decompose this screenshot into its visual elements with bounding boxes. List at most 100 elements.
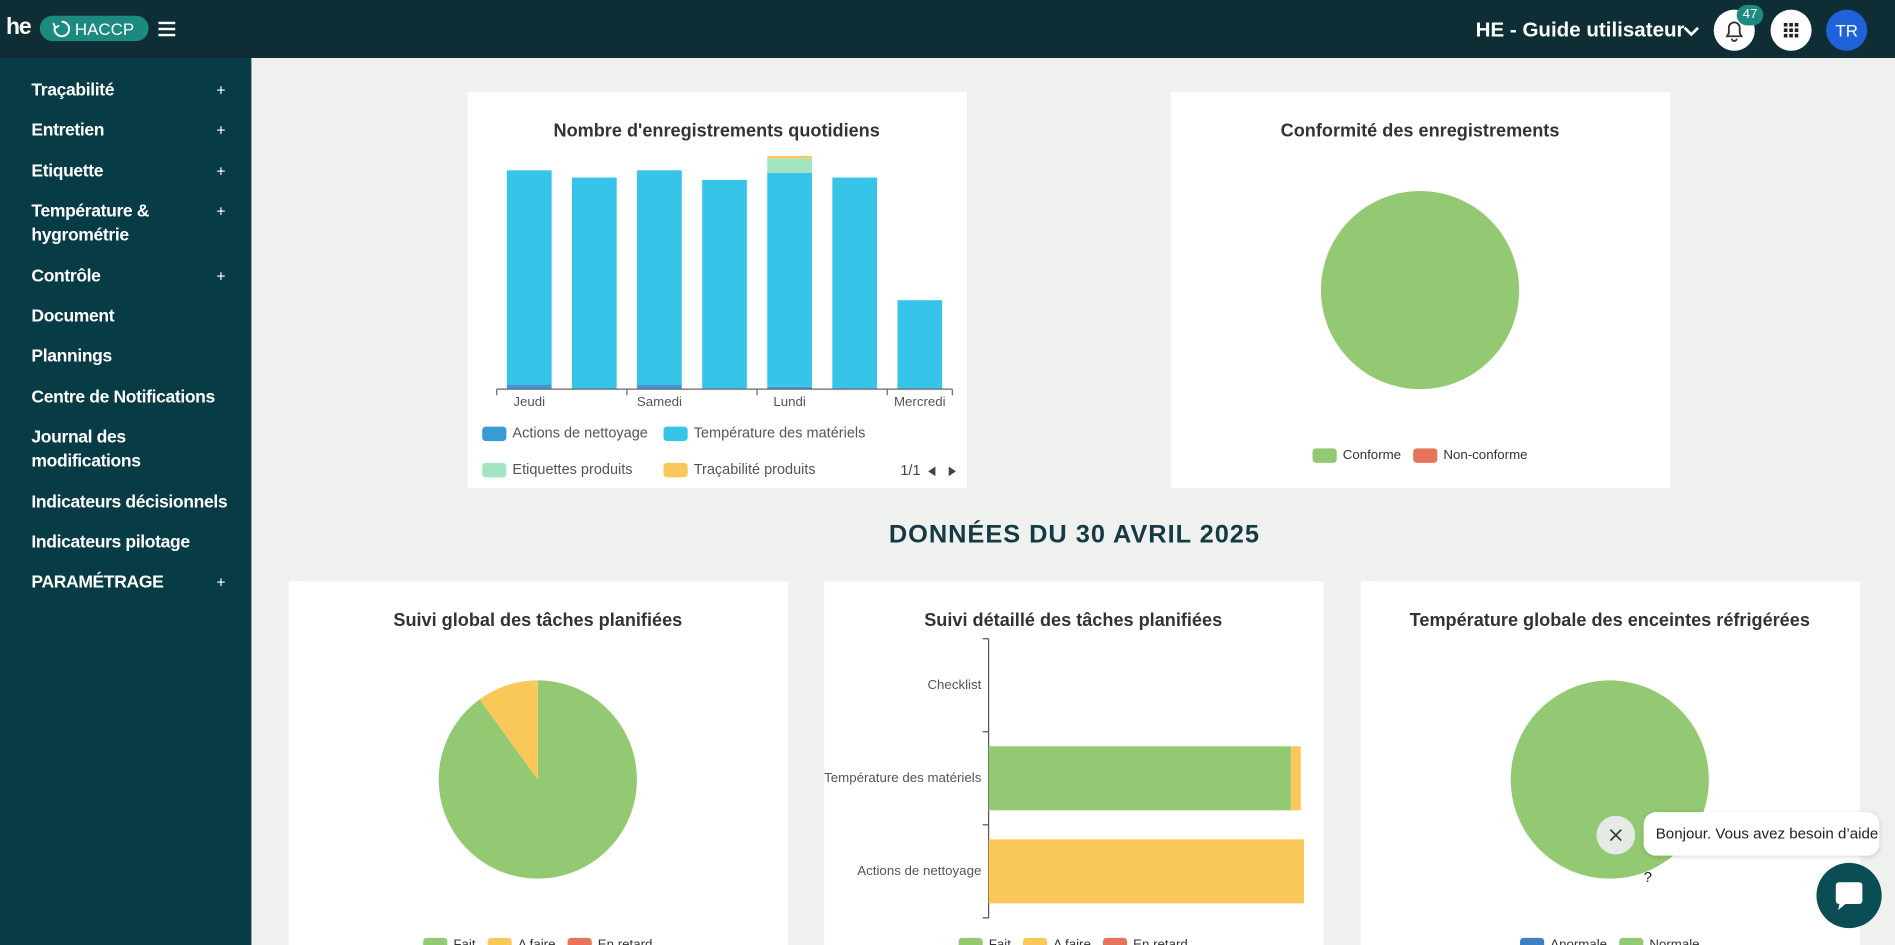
- chat-icon: [1835, 882, 1863, 911]
- pie-slice: [1320, 190, 1520, 390]
- menu-item[interactable]: Journal des modifications: [31, 426, 236, 474]
- legend-swatch: [1619, 937, 1644, 945]
- chart-card: Nombre d'enregistrements quotidiens Jeudi…: [467, 91, 967, 489]
- legend-swatch: [423, 937, 448, 945]
- bar-segment: [767, 172, 812, 387]
- bar-segment: [506, 384, 552, 390]
- legend-item[interactable]: Normale: [1619, 937, 1700, 945]
- legend-swatch: [958, 937, 983, 945]
- legend-swatch: [1312, 448, 1337, 463]
- legend-swatch: [567, 937, 592, 945]
- x-tick-label: Mercredi: [894, 394, 946, 409]
- legend-item[interactable]: Etiquettes produits: [482, 462, 633, 478]
- legend-prev[interactable]: [928, 466, 936, 477]
- legend: Conforme Non-conforme: [1312, 447, 1528, 463]
- app-name: HACCP: [74, 19, 135, 39]
- legend-label: Fait: [989, 937, 1011, 945]
- legend-swatch: [482, 426, 507, 442]
- menu-item[interactable]: PARAMÉTRAGE +: [31, 571, 236, 595]
- y-tick-label: Température des matériels: [824, 770, 981, 785]
- bar-segment: [767, 386, 812, 390]
- legend-page: 1/1: [900, 463, 920, 479]
- legend-next[interactable]: [948, 466, 956, 477]
- chat-button[interactable]: [1816, 862, 1882, 929]
- sidebar: Traçabilité + Entretien + Etiquette + Températ…: [0, 58, 252, 945]
- menu-item[interactable]: Indicateurs pilotage: [31, 530, 236, 554]
- apps-button[interactable]: [1770, 9, 1812, 51]
- chart: Suivi global des tâches planifiées Fait A …: [393, 610, 682, 945]
- bar-segment: [571, 177, 617, 390]
- legend: Anormale Normale: [1520, 937, 1700, 945]
- expand-toggle[interactable]: +: [216, 80, 226, 100]
- legend-item[interactable]: Non-conforme: [1413, 447, 1528, 463]
- legend-item[interactable]: Traçabilité produits: [663, 462, 816, 478]
- menu-label: Journal des modifications: [31, 427, 141, 472]
- chart-card: Température globale des enceintes réfrig…: [1360, 581, 1860, 945]
- menu-label: Indicateurs pilotage: [31, 532, 190, 553]
- chart: Conformité des enregistrements Conforme No…: [1281, 121, 1560, 463]
- menu-item[interactable]: Document: [31, 304, 236, 328]
- menu-item[interactable]: Traçabilité +: [31, 79, 236, 103]
- legend-label: A faire: [518, 937, 556, 945]
- chart-title: Suivi global des tâches planifiées: [393, 610, 682, 630]
- legend-item[interactable]: A faire: [487, 937, 556, 945]
- chart-title: Conformité des enregistrements: [1281, 121, 1560, 141]
- bar-segment: [832, 177, 878, 390]
- legend-item[interactable]: Anormale: [1520, 937, 1607, 945]
- menu-item[interactable]: Etiquette +: [31, 159, 236, 183]
- menu-label: Traçabilité: [31, 80, 115, 101]
- expand-toggle[interactable]: +: [216, 266, 226, 285]
- user-avatar[interactable]: TR: [1826, 9, 1868, 51]
- chart-card: Suivi global des tâches planifiées Fait A …: [288, 581, 788, 945]
- app-switch[interactable]: HACCP: [39, 15, 149, 42]
- legend-swatch: [1520, 937, 1545, 945]
- menu-label: Plannings: [31, 347, 112, 367]
- legend-label: Anormale: [1550, 937, 1607, 945]
- workspace-selector[interactable]: HE - Guide utilisateur: [1475, 18, 1685, 42]
- legend-item[interactable]: En retard: [1102, 937, 1188, 945]
- legend-item[interactable]: Actions de nettoyage: [482, 426, 648, 442]
- logo[interactable]: he: [6, 14, 32, 40]
- expand-toggle[interactable]: +: [216, 202, 226, 221]
- legend-item[interactable]: A faire: [1023, 937, 1091, 945]
- legend-label: A faire: [1053, 937, 1091, 945]
- chart-title: Nombre d'enregistrements quotidiens: [554, 121, 880, 141]
- legend-item[interactable]: Conforme: [1312, 447, 1402, 463]
- chart-card: Suivi détaillé des tâches planifiées Chec…: [824, 581, 1324, 945]
- legend: Fait A faire En retard: [958, 937, 1188, 945]
- expand-toggle[interactable]: +: [216, 121, 226, 140]
- y-tick-label: Checklist: [927, 677, 981, 692]
- menu-label: Etiquette: [31, 161, 104, 182]
- top-bar: he HACCP HE - Guide utilisateur 47 TR: [0, 0, 1895, 59]
- legend-item[interactable]: Température des matériels: [663, 426, 865, 442]
- section-title: DONNÉES DU 30 AVRIL 2025: [888, 520, 1260, 549]
- bar-segment: [897, 300, 943, 390]
- menu-toggle[interactable]: [158, 21, 176, 38]
- bar-segment: [767, 155, 812, 159]
- legend-label: Température des matériels: [694, 426, 866, 442]
- legend-swatch: [1102, 937, 1128, 945]
- chart: Nombre d'enregistrements quotidiens Jeudi…: [482, 121, 956, 479]
- menu-item[interactable]: Plannings: [31, 345, 236, 369]
- menu-label: Entretien: [31, 121, 105, 141]
- expand-toggle[interactable]: +: [216, 573, 226, 592]
- menu-item[interactable]: Contrôle +: [31, 264, 236, 288]
- legend-label: Actions de nettoyage: [512, 426, 647, 442]
- legend-swatch: [1023, 937, 1048, 945]
- menu-item[interactable]: Indicateurs décisionnels: [31, 490, 236, 514]
- legend-item[interactable]: En retard: [567, 937, 653, 945]
- chevron: [1683, 26, 1699, 37]
- chat-close[interactable]: [1596, 815, 1636, 855]
- legend-item[interactable]: Fait: [958, 937, 1012, 945]
- menu-item[interactable]: Température & hygrométrie +: [31, 200, 236, 248]
- legend: Fait A faire En retard: [423, 937, 652, 945]
- legend-item[interactable]: Fait: [423, 937, 476, 945]
- bar-segment: [506, 170, 552, 385]
- menu-item[interactable]: Entretien +: [31, 119, 236, 143]
- expand-toggle[interactable]: +: [216, 161, 226, 180]
- menu-label: Indicateurs décisionnels: [31, 492, 228, 512]
- menu-item[interactable]: Centre de Notifications: [31, 385, 236, 409]
- x-tick-label: Jeudi: [513, 394, 545, 409]
- apps-icon: [1783, 22, 1799, 38]
- legend-swatch: [1413, 448, 1438, 463]
